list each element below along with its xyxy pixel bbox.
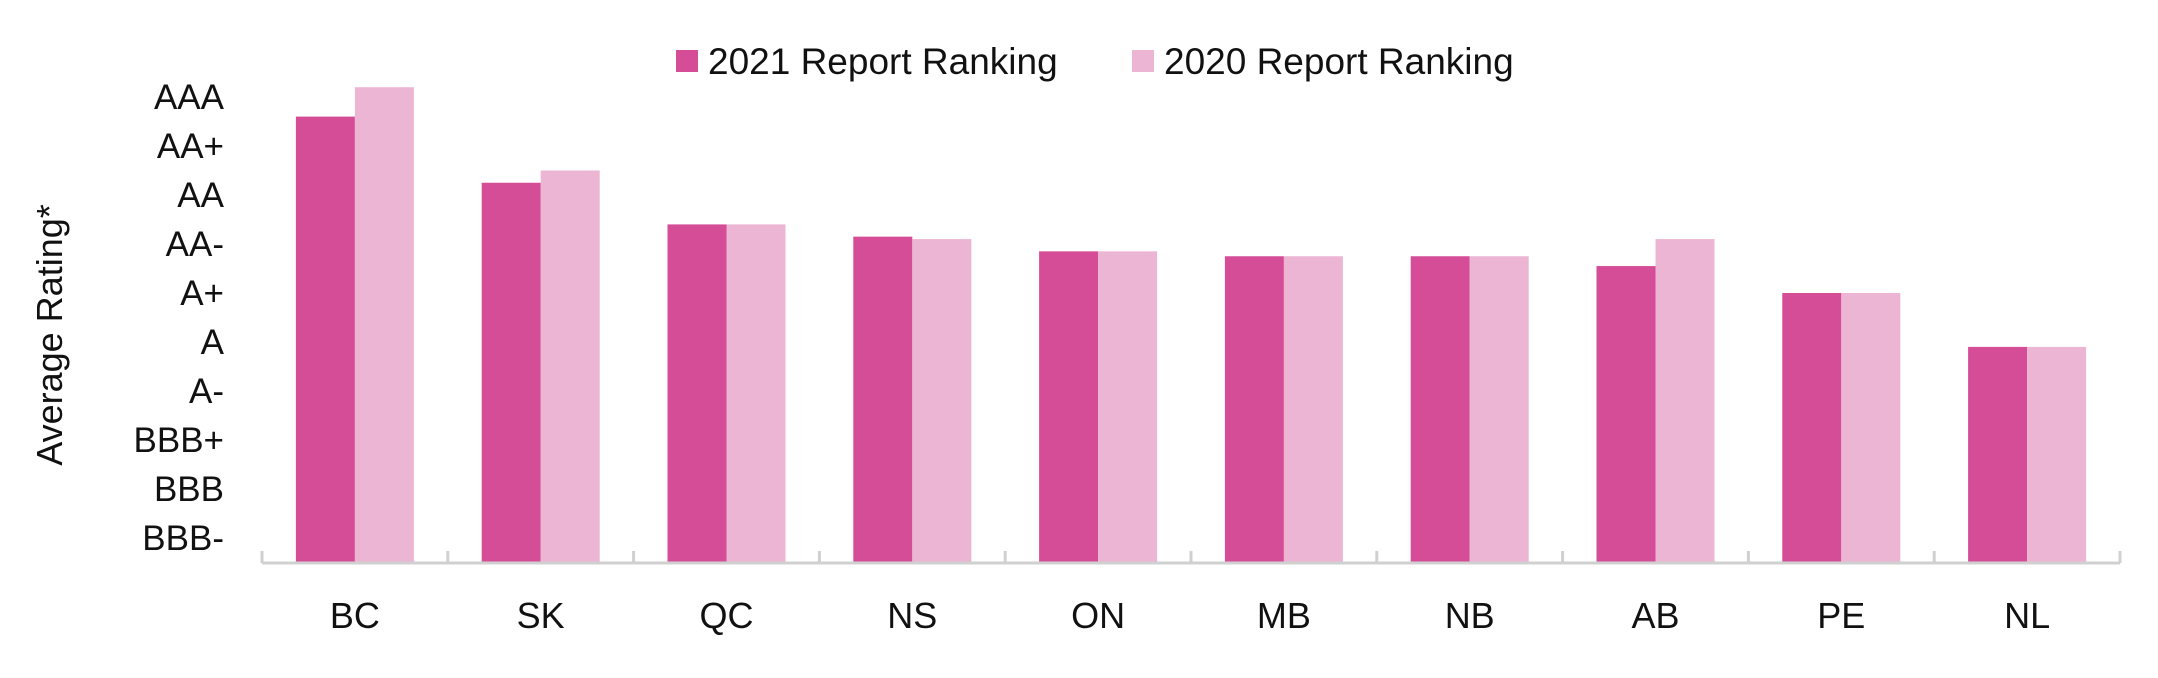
y-tick-label: AA- — [166, 225, 224, 264]
x-tick-label: AB — [1631, 595, 1679, 636]
x-tick-label: NS — [887, 595, 937, 636]
y-tick-label: BBB- — [142, 519, 224, 558]
bar-qc-series-1 — [667, 224, 727, 563]
x-tick-label: QC — [700, 595, 754, 636]
bar-qc-series-2 — [726, 224, 786, 563]
bar-nl-series-2 — [2027, 346, 2087, 563]
bar-on-series-2 — [1098, 251, 1158, 563]
bar-ab-series-2 — [1655, 239, 1715, 563]
bar-bc-series-2 — [354, 87, 414, 563]
bar-nl-series-1 — [1968, 346, 2028, 563]
x-tick-label: SK — [517, 595, 565, 636]
bar-pe-series-2 — [1841, 293, 1901, 563]
bar-nb-series-1 — [1410, 256, 1470, 563]
bar-ab-series-1 — [1596, 266, 1656, 563]
x-tick-label: ON — [1071, 595, 1125, 636]
bar-bc-series-1 — [295, 116, 355, 563]
bar-mb-series-1 — [1224, 256, 1284, 563]
x-axis-labels: BC SK QC NS ON MB NB AB PE NL — [330, 595, 2050, 636]
y-tick-label: BBB+ — [134, 421, 224, 460]
y-tick-label: AA — [177, 176, 224, 215]
x-tick-label: BC — [330, 595, 380, 636]
x-tick-label: PE — [1817, 595, 1865, 636]
chart-legend: 2021 Report Ranking 2020 Report Ranking — [676, 41, 1514, 82]
bar-nb-series-2 — [1469, 256, 1529, 563]
x-tick-label: MB — [1257, 595, 1311, 636]
y-tick-label: A+ — [180, 274, 224, 313]
y-axis-label: Average Rating* — [29, 204, 70, 466]
bar-ns-series-2 — [912, 239, 972, 563]
y-tick-label: AAA — [154, 78, 225, 117]
y-tick-label: A- — [189, 372, 224, 411]
bar-ns-series-1 — [853, 236, 913, 563]
legend-label: 2020 Report Ranking — [1164, 41, 1514, 82]
legend-label: 2021 Report Ranking — [708, 41, 1058, 82]
bar-pe-series-1 — [1782, 293, 1842, 563]
bar-mb-series-2 — [1283, 256, 1343, 563]
legend-swatch — [676, 50, 698, 72]
legend-swatch — [1132, 50, 1154, 72]
y-tick-label: A — [201, 323, 225, 362]
y-tick-label: AA+ — [157, 127, 224, 166]
bar-sk-series-2 — [540, 170, 600, 563]
x-tick-label: NL — [2004, 595, 2050, 636]
x-axis — [260, 551, 2122, 565]
bar-sk-series-1 — [481, 182, 541, 563]
chart-bars — [295, 87, 2087, 563]
y-tick-label: BBB — [154, 470, 224, 509]
x-tick-label: NB — [1445, 595, 1495, 636]
bar-on-series-1 — [1039, 251, 1099, 563]
